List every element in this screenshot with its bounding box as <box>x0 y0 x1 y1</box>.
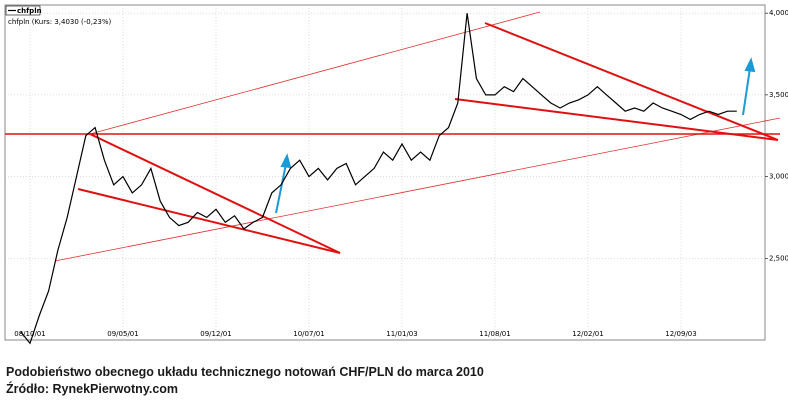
caption-source: Źródło: RynekPierwotny.com <box>6 382 179 396</box>
x-tick-label: 12/02/01 <box>572 330 603 338</box>
arrow-head <box>744 57 756 73</box>
arrow <box>742 67 751 116</box>
grid <box>5 5 765 340</box>
arrows <box>275 57 756 214</box>
arrow <box>275 163 287 214</box>
x-tick-label: 10/07/01 <box>293 330 324 338</box>
legend-box <box>5 5 41 16</box>
caption-line: Podobieństwo obecnego układu techniczneg… <box>6 365 484 379</box>
arrow-head <box>280 153 292 169</box>
price-line <box>20 13 737 345</box>
x-tick-label: 08/10/01 <box>14 330 45 338</box>
x-tick-label: 09/12/01 <box>200 330 231 338</box>
triangle-line <box>484 22 779 141</box>
x-tick-label: 11/08/01 <box>479 330 510 338</box>
legend-title: chfpln <box>17 7 42 15</box>
series <box>20 13 737 345</box>
x-tick-label: 12/09/03 <box>665 330 696 338</box>
triangle-line <box>89 133 341 254</box>
x-tick-label: 09/05/01 <box>107 330 138 338</box>
trend-lines <box>5 11 781 262</box>
channel-line <box>54 117 781 262</box>
y-tick-label: 2,5000 <box>769 254 788 262</box>
plot-frame <box>4 4 766 341</box>
x-tick-label: 11/01/03 <box>386 330 417 338</box>
triangle-line <box>454 98 779 141</box>
triangle-line <box>77 188 341 254</box>
legend-detail: chfpln (Kurs: 3,4030 (-0,23%) <box>8 18 112 26</box>
y-tick-label: 3,5000 <box>769 91 788 99</box>
